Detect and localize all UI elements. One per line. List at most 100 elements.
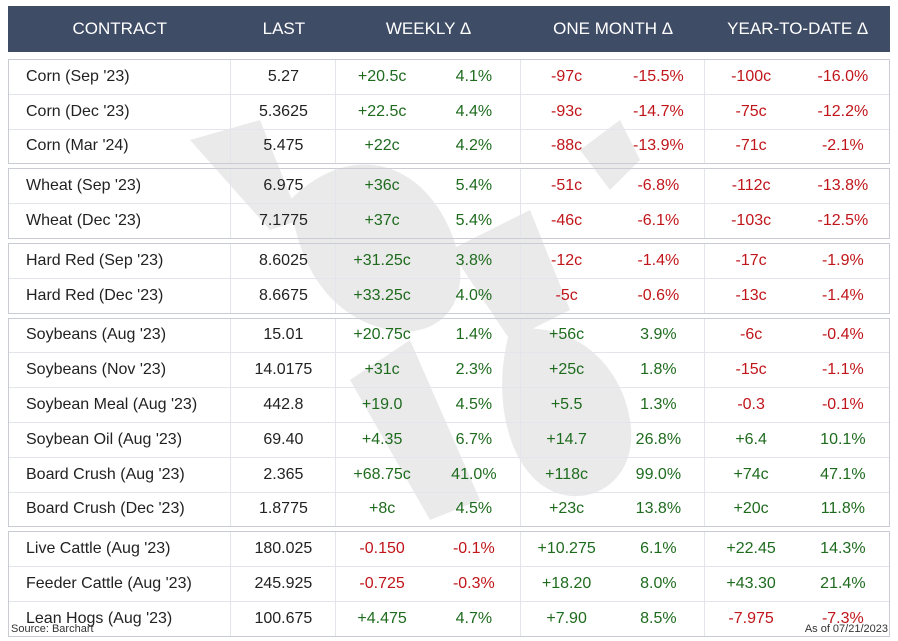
table-cell: -7.975 — [728, 609, 774, 627]
table-row: Wheat (Dec '23) 7.1775 +37c 5.4% -46c -6.1% -1… — [9, 203, 889, 238]
table-cell: 7.1775 — [231, 204, 337, 238]
table-cell: +4.35 — [361, 430, 403, 448]
table-cell: Hard Red (Sep '23) — [9, 243, 232, 278]
table-row: Hard Red (Dec '23) 8.6675 +33.25c 4.0% -5c -0… — [9, 277, 889, 313]
table-cell: -0.150 — [359, 540, 405, 558]
table-cell: +23c — [549, 500, 585, 518]
table-cell: +56c — [549, 326, 585, 344]
table-group: Live Cattle (Aug '23) 180.025 -0.150 -0.1% +… — [8, 531, 890, 637]
table-cell: 21.4% — [820, 575, 866, 593]
table-cell: -7.3% — [821, 609, 864, 627]
table-cell: 14.0175 — [231, 353, 337, 388]
table-row: Hard Red (Sep '23) 8.6025 +31.25c 3.8% -12c -… — [9, 243, 889, 278]
table-row: Soybeans (Nov '23) 14.0175 +31c 2.3% +25c 1.8… — [9, 352, 889, 388]
table-cell: Corn (Dec '23) — [9, 94, 232, 129]
table-cell: -97c — [551, 67, 583, 85]
table-cell: Board Crush (Dec '23) — [9, 492, 232, 527]
table-cell: 47.1% — [820, 465, 866, 483]
table-cell: -88c — [551, 137, 583, 155]
table-cell: -71c — [735, 137, 767, 155]
column-header-ytd: YEAR-TO-DATE Δ — [727, 19, 869, 38]
table-cell: 5.3625 — [231, 94, 337, 129]
table-cell: -1.9% — [821, 251, 864, 269]
table-cell: +8c — [368, 500, 396, 518]
table-cell: -13c — [735, 286, 767, 304]
table-cell: 5.4% — [428, 204, 521, 238]
table-cell: +14.7 — [546, 430, 587, 448]
table-row: Board Crush (Aug '23) 2.365 +68.75c 41.0% +1… — [9, 456, 889, 492]
table-cell: 6.7% — [428, 422, 521, 457]
table-cell: -0.1% — [821, 396, 864, 414]
table-cell: +19.0 — [361, 396, 403, 414]
table-cell: -6.8% — [612, 169, 706, 204]
table-header: CONTRACT LAST WEEKLY Δ ONE MONTH Δ YEAR-… — [8, 6, 890, 52]
table-cell: 4.2% — [428, 129, 521, 164]
table-cell: 100.675 — [231, 601, 337, 636]
table-row: Board Crush (Dec '23) 1.8775 +8c 4.5% +23c 13… — [9, 491, 889, 527]
table-cell: -51c — [551, 177, 583, 195]
table-cell: 3.8% — [428, 243, 521, 278]
table-cell: -16.0% — [817, 67, 869, 85]
table-cell: 10.1% — [820, 430, 866, 448]
table-cell: +31c — [364, 361, 400, 379]
table-cell: +37c — [364, 212, 400, 230]
table-cell: -14.7% — [612, 94, 706, 129]
table-cell: 4.1% — [428, 60, 521, 94]
table-cell: -12.2% — [817, 102, 869, 120]
table-cell: 1.3% — [612, 388, 706, 422]
table-cell: 8.6675 — [231, 278, 337, 313]
table-cell: +18.20 — [541, 575, 592, 593]
table-cell: 11.8% — [820, 500, 865, 518]
table-cell: -103c — [731, 212, 772, 230]
table-cell: +74c — [733, 465, 769, 483]
table-cell: Soybeans (Aug '23) — [9, 318, 232, 353]
table-cell: +5.5 — [550, 396, 583, 414]
table-cell: 1.8% — [612, 353, 706, 388]
table-row: Live Cattle (Aug '23) 180.025 -0.150 -0.1% +… — [9, 532, 889, 567]
table-cell: +20.75c — [353, 326, 411, 344]
table-cell: -5c — [555, 286, 578, 304]
table-cell: -0.3% — [428, 567, 521, 601]
table-cell: -6c — [739, 326, 763, 344]
table-cell: Board Crush (Aug '23) — [9, 457, 232, 492]
column-header-last: LAST — [262, 19, 306, 38]
table-cell: 14.3% — [820, 540, 866, 558]
column-header-weekly: WEEKLY Δ — [385, 19, 472, 38]
table-cell: 26.8% — [612, 422, 706, 457]
table-cell: -0.1% — [428, 532, 521, 567]
table-cell: 4.0% — [428, 278, 521, 313]
table-group: Wheat (Sep '23) 6.975 +36c 5.4% -51c -6.8% -11… — [8, 168, 890, 239]
table-cell: 4.4% — [428, 94, 521, 129]
table-cell: +6.4 — [735, 430, 767, 448]
table-cell: 245.925 — [231, 567, 337, 601]
table-cell: +22.45 — [726, 540, 776, 558]
column-header-one-month: ONE MONTH Δ — [553, 19, 674, 38]
table-cell: +31.25c — [353, 251, 411, 269]
table-cell: +22.5c — [357, 102, 407, 120]
table-row: Corn (Dec '23) 5.3625 +22.5c 4.4% -93c -14.7%… — [9, 93, 889, 129]
table-cell: +20.5c — [357, 67, 407, 85]
table-group: Corn (Sep '23) 5.27 +20.5c 4.1% -97c -15.5% -1… — [8, 59, 890, 165]
table-cell: -1.4% — [612, 243, 706, 278]
table-cell: 8.0% — [612, 567, 706, 601]
table-cell: -13.8% — [817, 177, 869, 195]
table-cell: -13.9% — [612, 129, 706, 164]
table-cell: 6.1% — [612, 532, 706, 567]
table-row: Soybean Oil (Aug '23) 69.40 +4.35 6.7% +14.7… — [9, 421, 889, 457]
table-cell: +118c — [545, 465, 589, 483]
table-cell: -0.725 — [359, 575, 405, 593]
table-cell: 8.6025 — [231, 243, 337, 278]
table-cell: 4.7% — [428, 601, 521, 636]
table-cell: Soybean Oil (Aug '23) — [9, 422, 232, 457]
table-cell: +25c — [549, 361, 585, 379]
table-cell: 41.0% — [428, 457, 521, 492]
table-cell: +20c — [733, 500, 769, 518]
table-cell: -15.5% — [612, 60, 706, 94]
table-cell: +7.90 — [546, 609, 587, 627]
table-cell: Hard Red (Dec '23) — [9, 278, 232, 313]
table-cell: -12c — [551, 251, 583, 269]
table-cell: -12.5% — [817, 212, 869, 230]
table-cell: +33.25c — [353, 286, 411, 304]
table-cell: Corn (Mar '24) — [9, 129, 232, 164]
table-cell: -17c — [735, 251, 767, 269]
